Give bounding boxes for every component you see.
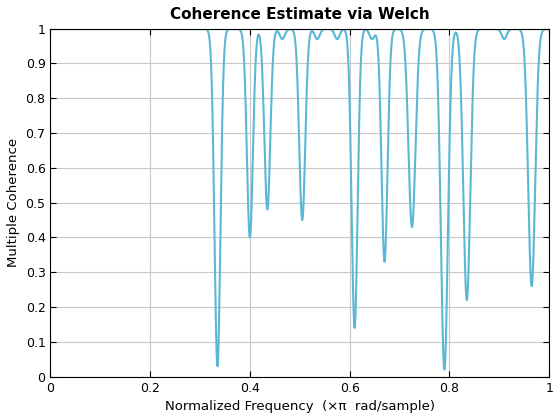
X-axis label: Normalized Frequency  (×π  rad/sample): Normalized Frequency (×π rad/sample) [165,400,435,413]
Title: Coherence Estimate via Welch: Coherence Estimate via Welch [170,7,430,22]
Y-axis label: Multiple Coherence: Multiple Coherence [7,138,20,267]
